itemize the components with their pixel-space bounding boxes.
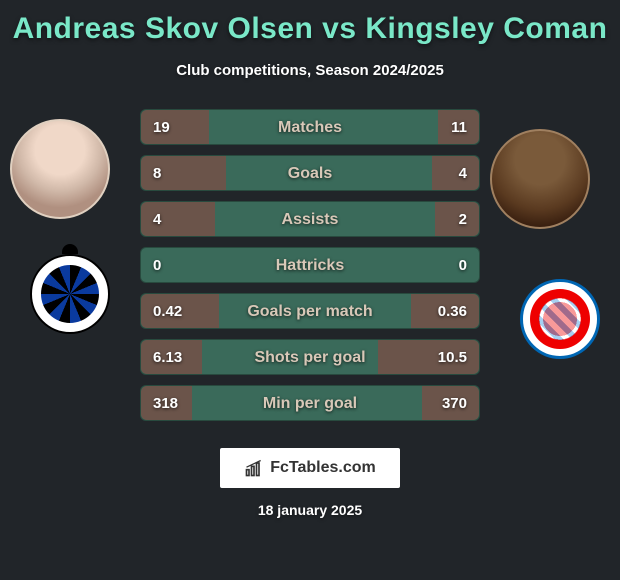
stat-row: 318370Min per goal [140,385,480,421]
stat-row: 84Goals [140,155,480,191]
fctables-icon [244,458,264,478]
stat-label: Goals [141,156,479,191]
stat-rows: 1911Matches 84Goals 42Assists 00Hattricks 0.… [140,109,480,431]
stat-label: Shots per goal [141,340,479,375]
club-logo-left [30,254,110,334]
comparison-subtitle: Club competitions, Season 2024/2025 [0,62,620,79]
footer-logo: FcTables.com [220,448,400,488]
stat-label: Min per goal [141,386,479,421]
stat-row: 6.1310.5Shots per goal [140,339,480,375]
comparison-area: 1911Matches 84Goals 42Assists 00Hattricks 0.… [0,109,620,439]
stat-label: Matches [141,110,479,145]
comparison-title: Andreas Skov Olsen vs Kingsley Coman [0,0,620,46]
player-right-avatar [490,129,590,229]
club-logo-right [520,279,600,359]
stat-row: 0.420.36Goals per match [140,293,480,329]
stat-row: 1911Matches [140,109,480,145]
stat-label: Goals per match [141,294,479,329]
footer-logo-text: FcTables.com [270,459,376,477]
footer-date: 18 january 2025 [0,502,620,518]
stat-label: Hattricks [141,248,479,283]
stat-label: Assists [141,202,479,237]
stat-row: 00Hattricks [140,247,480,283]
player-left-avatar [10,119,110,219]
stat-row: 42Assists [140,201,480,237]
